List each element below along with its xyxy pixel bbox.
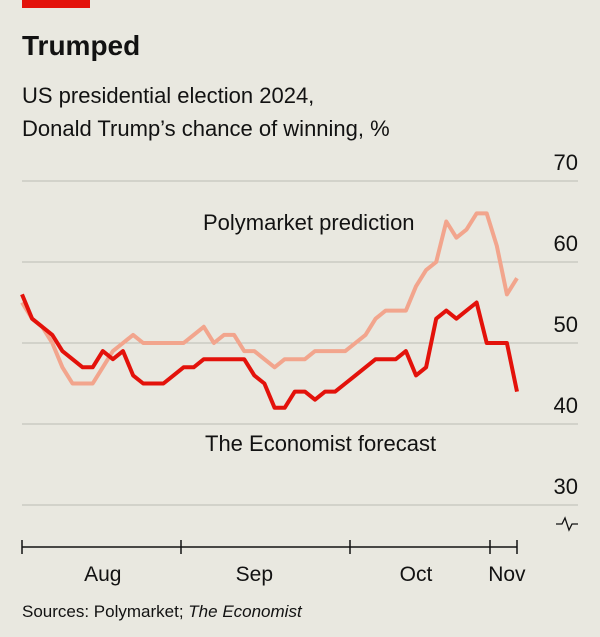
source: Sources: Polymarket; The Economist [22, 602, 303, 621]
chart-title: Trumped [22, 30, 140, 61]
x-tick-label: Sep [236, 563, 273, 586]
series-label: Polymarket prediction [203, 210, 415, 235]
y-tick-label: 60 [554, 231, 578, 256]
y-tick-label: 30 [554, 474, 578, 499]
source-text: The Economist [188, 602, 303, 621]
x-tick-label: Oct [400, 563, 433, 586]
subtitle: US presidential election 2024, [22, 83, 314, 108]
series-line [20, 211, 519, 386]
series-label: The Economist forecast [205, 431, 436, 456]
y-tick-label: 50 [554, 312, 578, 337]
y-tick-label: 70 [554, 150, 578, 175]
y-tick-label: 40 [554, 393, 578, 418]
x-ticks [21, 540, 518, 554]
source-text: Sources: Polymarket; [22, 602, 184, 621]
brand-bar [22, 0, 90, 8]
x-tick-label: Nov [488, 563, 526, 586]
subtitle: Donald Trump’s chance of winning, % [22, 116, 390, 141]
axis-break [556, 516, 578, 532]
x-tick-label: Aug [84, 563, 121, 586]
series-line [20, 293, 519, 410]
